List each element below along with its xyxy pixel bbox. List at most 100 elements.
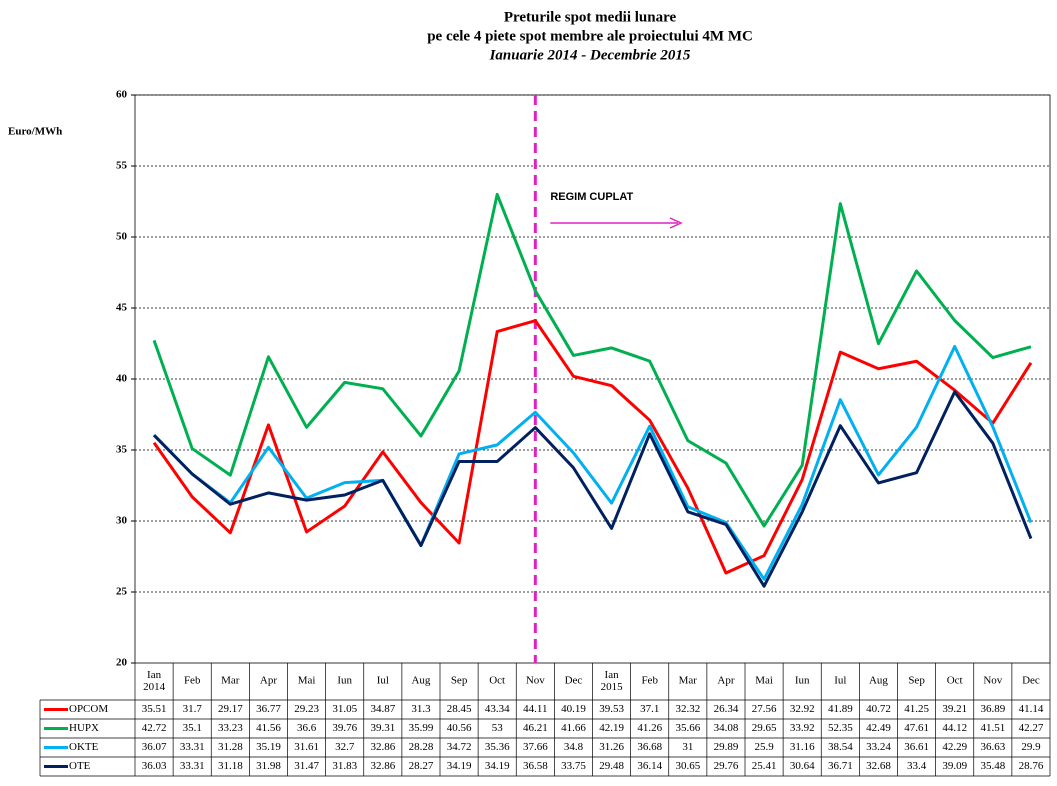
table-value: 39.21 — [942, 703, 967, 715]
table-value: 31.83 — [332, 760, 357, 772]
x-tick-label: Apr — [260, 675, 277, 687]
y-tick-label: 60 — [116, 89, 128, 101]
table-value: 37.1 — [640, 703, 659, 715]
table-value: 30.64 — [790, 760, 815, 772]
table-value: 36.77 — [256, 703, 281, 715]
table-value: 35.66 — [675, 722, 700, 734]
x-tick-label: Ian 2015 — [601, 669, 624, 693]
table-value: 33.24 — [866, 741, 891, 753]
legend-label: HUPX — [69, 722, 99, 734]
series-line — [152, 344, 1033, 581]
table-value: 46.21 — [523, 722, 548, 734]
x-tick-label: Nov — [983, 675, 1002, 687]
series-line — [152, 192, 1032, 528]
x-tick-label: Mai — [298, 675, 316, 687]
x-tick-label: Feb — [641, 675, 658, 687]
table-value: 32.86 — [370, 760, 395, 772]
table-value: 41.51 — [980, 722, 1005, 734]
table-value: 36.6 — [297, 722, 317, 734]
table-value: 34.8 — [564, 741, 584, 753]
table-value: 31.28 — [218, 741, 243, 753]
table-value: 36.61 — [904, 741, 929, 753]
table-value: 39.53 — [599, 703, 624, 715]
table-value: 31.98 — [256, 760, 281, 772]
table-value: 29.9 — [1021, 741, 1041, 753]
table-value: 33.31 — [180, 741, 205, 753]
table-value: 41.14 — [1019, 703, 1044, 715]
table-value: 28.45 — [447, 703, 472, 715]
y-tick-label: 40 — [116, 373, 128, 385]
table-value: 35.1 — [183, 722, 202, 734]
table-value: 39.31 — [370, 722, 395, 734]
table-value: 30.65 — [675, 760, 700, 772]
table-value: 28.27 — [409, 760, 434, 772]
x-tick-label: Mai — [755, 675, 773, 687]
table-value: 32.86 — [370, 741, 395, 753]
chart-subtitle: pe cele 4 piete spot membre ale proiectu… — [427, 28, 753, 44]
table-value: 38.54 — [828, 741, 853, 753]
table-value: 31.7 — [183, 703, 203, 715]
legend-label: OKTE — [69, 741, 99, 753]
table-value: 32.68 — [866, 760, 891, 772]
table-value: 37.66 — [523, 741, 548, 753]
table-value: 35.51 — [142, 703, 167, 715]
table-value: 34.19 — [485, 760, 510, 772]
x-tick-label: Oct — [489, 675, 505, 687]
table-value: 31.3 — [411, 703, 431, 715]
table-value: 52.35 — [828, 722, 853, 734]
table-value: 33.31 — [180, 760, 205, 772]
table-value: 42.29 — [942, 741, 967, 753]
y-axis-label: Euro/MWh — [8, 126, 62, 138]
table-value: 41.66 — [561, 722, 586, 734]
table-value: 32.92 — [790, 703, 815, 715]
table-value: 31.18 — [218, 760, 243, 772]
table-value: 36.07 — [142, 741, 167, 753]
chart-title: Preturile spot medii lunare — [504, 9, 677, 25]
table-value: 41.89 — [828, 703, 853, 715]
table-value: 41.25 — [904, 703, 929, 715]
table-value: 36.71 — [828, 760, 853, 772]
table-value: 29.48 — [599, 760, 624, 772]
table-value: 42.27 — [1019, 722, 1044, 734]
y-tick-label: 25 — [116, 586, 128, 598]
x-tick-label: Ian 2014 — [143, 669, 166, 693]
x-tick-label: Sep — [451, 675, 468, 687]
table-value: 31.05 — [332, 703, 357, 715]
x-tick-label: Iul — [377, 675, 389, 687]
table-value: 31.47 — [294, 760, 319, 772]
y-tick-label: 30 — [116, 515, 128, 527]
table-value: 26.34 — [714, 703, 739, 715]
y-tick-label: 55 — [116, 160, 128, 172]
x-tick-label: Mar — [679, 675, 698, 687]
table-value: 36.89 — [980, 703, 1005, 715]
table-value: 42.49 — [866, 722, 891, 734]
table-value: 29.65 — [752, 722, 777, 734]
table-value: 33.92 — [790, 722, 815, 734]
table-value: 35.19 — [256, 741, 281, 753]
table-value: 25.41 — [752, 760, 777, 772]
table-value: 53 — [492, 722, 504, 734]
table-value: 40.19 — [561, 703, 586, 715]
table-value: 36.68 — [637, 741, 662, 753]
x-tick-label: Feb — [184, 675, 201, 687]
x-tick-label: Apr — [717, 675, 734, 687]
table-value: 35.36 — [485, 741, 510, 753]
table-value: 32.32 — [675, 703, 700, 715]
table-value: 27.56 — [752, 703, 777, 715]
table-value: 41.56 — [256, 722, 281, 734]
table-value: 35.48 — [980, 760, 1005, 772]
table-value: 31.16 — [790, 741, 815, 753]
table-value: 47.61 — [904, 722, 929, 734]
table-value: 29.76 — [714, 760, 739, 772]
table-value: 42.19 — [599, 722, 624, 734]
x-tick-label: Aug — [869, 675, 888, 687]
table-value: 39.09 — [942, 760, 967, 772]
table-value: 33.75 — [561, 760, 586, 772]
table-value: 29.23 — [294, 703, 319, 715]
table-value: 36.58 — [523, 760, 548, 772]
table-value: 34.08 — [714, 722, 739, 734]
x-tick-label: Mar — [221, 675, 240, 687]
series-line — [152, 319, 1033, 575]
table-value: 29.89 — [714, 741, 739, 753]
x-tick-label: Nov — [526, 675, 545, 687]
